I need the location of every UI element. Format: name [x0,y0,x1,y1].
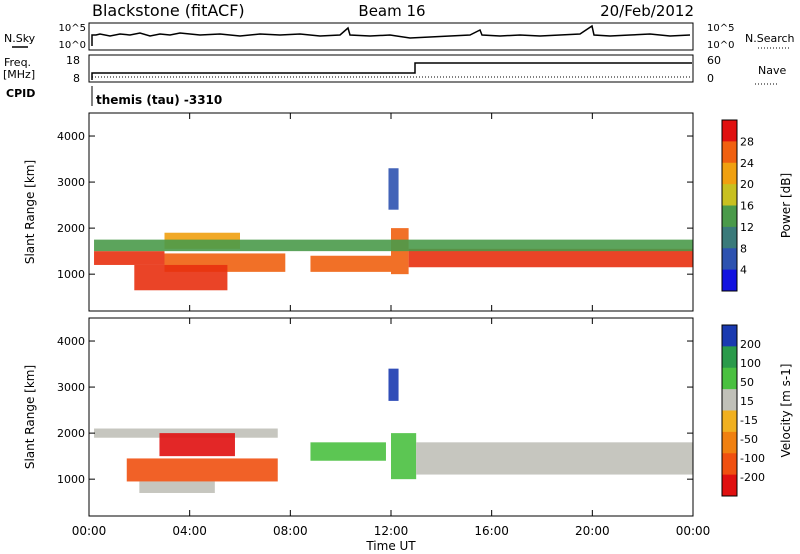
freq-label: Freq. [4,56,31,69]
nsky-panel-frame [88,22,694,51]
colorbar-swatch [722,184,737,206]
power-band-7 [94,239,694,252]
power-band-0 [94,251,165,265]
x-tick-label: 00:00 [72,524,107,538]
nsky-tick-bottom: 10^0 [59,40,86,51]
cpid-label: CPID [6,87,35,100]
y-tick-label: 1000 [57,473,85,486]
colorbar-swatch [722,248,737,271]
velocity-band-1 [159,433,235,457]
colorbar-swatch [722,205,737,228]
colorbar-tick-label: -100 [740,452,765,465]
colorbar-swatch [722,141,737,164]
colorbar-swatch [722,269,737,292]
colorbar-tick-label: 100 [740,357,761,370]
power-panel: 4000 3000 2000 1000 Slant Range [km] [23,112,694,312]
x-tick-label: 20:00 [575,524,610,538]
power-band-6 [408,248,693,268]
colorbar-swatch [722,389,737,411]
colorbar-tick-label: 28 [740,135,754,148]
velocity-band-4 [310,442,386,461]
nave-tick-bottom: 0 [707,72,714,85]
velocity-colorbar: 200 100 50 15 -15 -50 -100 -200 Velocity [m s-1] [721,324,793,497]
power-band-4 [310,255,391,272]
colorbar-swatch [722,346,737,369]
cpid-text: themis (tau) -3310 [96,93,222,107]
power-band-8 [388,168,399,210]
colorbar-frame [721,119,738,292]
station-title: Blackstone (fitACF) [92,1,245,20]
nsky-trace [91,24,691,46]
time-axis: 00:00 04:00 08:00 12:00 16:00 20:00 00:00 [72,524,711,538]
colorbar-tick-label: 4 [740,264,747,277]
colorbar-swatch [722,474,737,497]
colorbar-tick-label: 12 [740,221,754,234]
power-colorbar: 28 24 20 16 12 8 4 Power [dB] [721,119,793,292]
velocity-band-6 [391,433,417,480]
colorbar-swatch [722,431,737,454]
nave-label: Nave [758,64,786,77]
y-axis-label: Slant Range [km] [23,365,37,469]
colorbar-tick-label: 200 [740,338,761,351]
freq-tick-top: 18 [66,54,80,67]
colorbar-swatch [722,367,737,390]
velocity-band-5 [388,368,399,401]
date-title: 20/Feb/2012 [600,2,694,20]
y-tick-label: 2000 [57,222,85,235]
colorbar-swatch [722,410,737,433]
colorbar-swatch [722,453,737,476]
nsky-label: N.Sky [4,32,36,45]
colorbars: 28 24 20 16 12 8 4 Power [dB] 200 100 50 15 -15 -50 -1… [721,119,793,497]
colorbar-tick-label: -200 [740,471,765,484]
y-tick-label: 1000 [57,268,85,281]
y-axis-label: Slant Range [km] [23,160,37,264]
freq-panel-frame [88,54,694,83]
y-tick-label: 2000 [57,427,85,440]
x-tick-label: 16:00 [474,524,509,538]
y-tick-label: 4000 [57,335,85,348]
beam-title: Beam 16 [358,2,425,20]
colorbar-swatch [722,162,737,185]
y-tick-label: 4000 [57,130,85,143]
colorbar-tick-label: 50 [740,376,754,389]
freq-unit: [MHz] [3,68,35,81]
colorbar-tick-label: 24 [740,157,754,170]
range-time-panels: 4000 3000 2000 1000 Slant Range [km] 4000 3000… [23,112,694,517]
colorbar-swatch [722,120,737,142]
colorbar-frame [721,324,738,497]
y-tick-label: 3000 [57,381,85,394]
colorbar-tick-label: -50 [740,433,758,446]
nsearch-tick-top: 10^5 [707,23,734,34]
velocity-panel: 4000 3000 2000 1000 Slant Range [km] [23,317,694,517]
nsearch-label: N.Search [745,32,795,45]
y-tick-label: 3000 [57,176,85,189]
velocity-band-3 [139,481,215,493]
colorbar-label: Power [dB] [779,173,793,238]
freq-trace [91,62,692,80]
freq-tick-bottom: 8 [73,72,80,85]
colorbar-swatch [722,226,737,249]
x-tick-label: 12:00 [374,524,409,538]
nsearch-tick-bottom: 10^0 [707,40,734,51]
colorbar-tick-label: -15 [740,414,758,427]
x-tick-label: 08:00 [273,524,308,538]
velocity-band-2 [126,458,278,482]
velocity-band-7 [416,442,693,475]
colorbar-tick-label: 20 [740,178,754,191]
colorbar-tick-label: 15 [740,395,754,408]
x-axis-label: Time UT [365,539,416,553]
colorbar-label: Velocity [m s-1] [779,364,793,458]
colorbar-swatch [722,325,737,347]
nave-tick-top: 60 [707,54,721,67]
colorbar-tick-label: 8 [740,242,747,255]
x-tick-label: 04:00 [172,524,207,538]
nsky-tick-top: 10^5 [59,23,86,34]
x-tick-label: 00:00 [676,524,711,538]
colorbar-tick-label: 16 [740,200,754,213]
power-band-2 [134,264,228,291]
